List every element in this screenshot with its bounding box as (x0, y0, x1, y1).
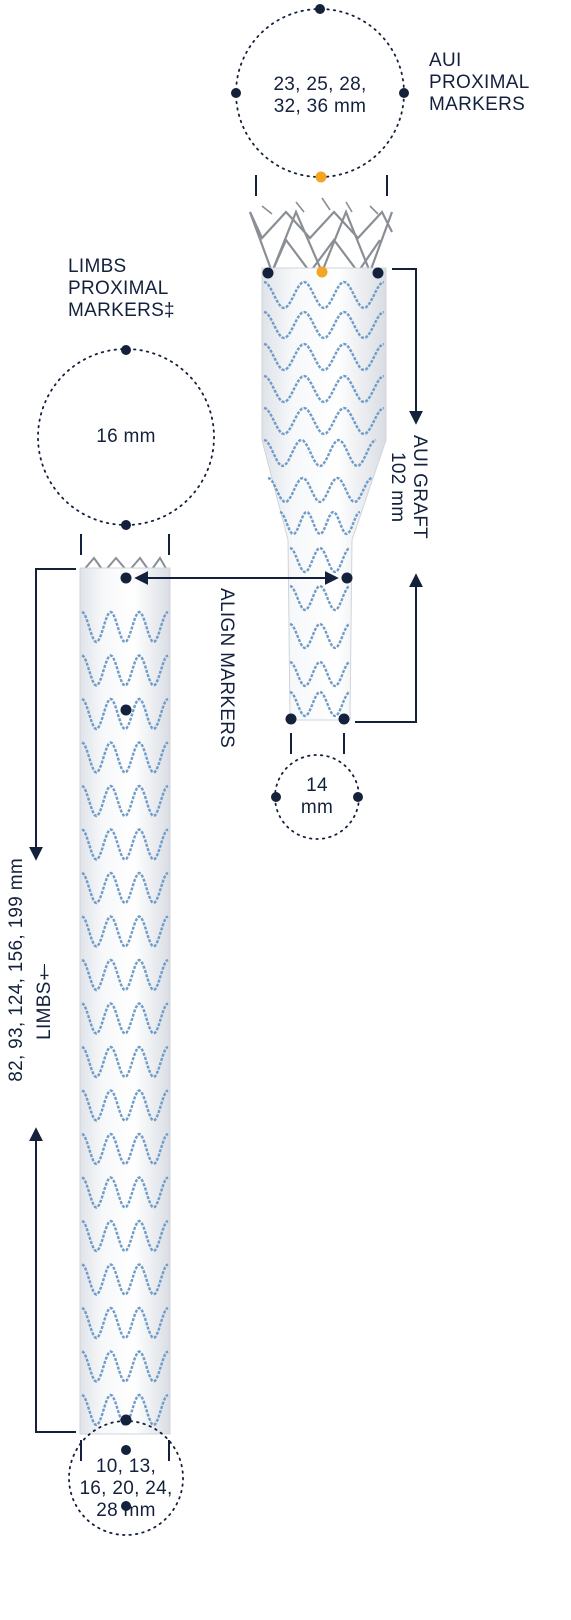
limb-stent-ring (81, 697, 169, 731)
aui-distal-marker-right (338, 713, 350, 725)
aui-distal-circle-marker-right (353, 792, 363, 802)
aui-proximal-markers-title: AUI PROXIMAL MARKERS (429, 50, 530, 116)
limb-stent-ring (81, 828, 169, 861)
limbs-circle-marker-top (121, 345, 131, 355)
aui-graft-bracket-bottom (355, 573, 423, 723)
limbs-proximal-title-line-1: LIMBS (68, 256, 127, 277)
aui-stent-ring (263, 342, 385, 372)
aui-distal-diameter-line-1: 14 (306, 775, 328, 796)
limbs-label: LIMBS† (34, 960, 55, 1040)
limbs-proximal-markers-title: LIMBS PROXIMAL MARKERS‡ (68, 256, 175, 322)
limbs-distal-diameter-line-1: 10, 13, (95, 1456, 157, 1477)
limbs-distal-diameter-line-2: 16, 20, 24, (79, 1478, 173, 1499)
aui-proximal-title-line-3: MARKERS (429, 94, 526, 115)
limb-stent-ring (81, 871, 169, 905)
aui-proximal-diameter-label: 23, 25, 28, 32, 36 mm (255, 74, 385, 118)
limb-stent-ring (81, 1176, 169, 1209)
limb-stent-ring (81, 1306, 169, 1340)
aui-stent-ring (289, 622, 351, 650)
aui-graft-body (248, 197, 394, 721)
aui-circle-marker-left (231, 88, 241, 98)
limb-stent-ring (81, 1132, 169, 1166)
aui-stent-ring (289, 660, 351, 688)
aui-proximal-diameter-line-2: 32, 36 mm (273, 96, 367, 117)
limb-fabric (79, 567, 171, 1435)
limbs-distal-circle-marker-bottom (121, 1501, 131, 1511)
aui-distal-diameter-line-2: mm (300, 797, 334, 818)
aui-graft-length-label: 102 mm (387, 452, 408, 523)
limb-stent-ring (81, 1350, 169, 1383)
limb-mid-marker (120, 704, 132, 716)
aui-proximal-title-line-1: AUI (429, 50, 462, 71)
aui-stent-ring (289, 690, 351, 718)
limbs-distal-circle-marker-top (121, 1445, 131, 1455)
aui-bare-stent-frame (248, 197, 394, 276)
aui-graft-marker-left (262, 267, 274, 279)
limb-align-marker (120, 572, 132, 584)
aui-align-marker (341, 572, 353, 584)
limb-stent-ring (81, 1089, 169, 1122)
limb-stent-ring (81, 784, 169, 818)
aui-distal-diameter-label: 14 mm (292, 775, 342, 819)
limb-stent-ring (81, 741, 169, 774)
limbs-proximal-diameter-label: 16 mm (96, 426, 156, 447)
limb-stent-ring (81, 1002, 169, 1035)
aui-stent-ring (263, 280, 385, 310)
aui-stent-ring (263, 374, 385, 404)
aui-stent-rings (263, 280, 385, 718)
limbs-bracket-bottom (29, 1127, 76, 1433)
limb-stent-ring (81, 958, 169, 992)
aui-proximal-diameter-line-1: 23, 25, 28, (273, 74, 367, 95)
limbs-bracket-top (29, 568, 76, 861)
limb-stent-ring (81, 1219, 169, 1253)
aui-graft-bracket-top (392, 268, 423, 425)
limb-stent-rings (81, 610, 169, 1427)
limb-stent-ring (81, 610, 169, 644)
limb-stent-ring (81, 915, 169, 948)
limb-stent-ring (81, 1263, 169, 1296)
aui-stent-ring (263, 438, 377, 468)
limbs-proximal-title-line-3: MARKERS‡ (68, 300, 175, 321)
limbs-proximal-title-line-2: PROXIMAL (68, 278, 169, 299)
aui-graft-marker-right (372, 267, 384, 279)
aui-stent-ring (289, 584, 351, 612)
limb-graft-body (79, 556, 171, 1435)
limb-stent-ring (81, 1045, 169, 1079)
limbs-length-label: 82, 93, 124, 156, 199 mm (6, 858, 27, 1082)
limb-stent-ring (81, 1393, 169, 1427)
aui-circle-marker-right (399, 88, 409, 98)
aui-stent-ring (279, 510, 361, 536)
aui-proximal-title-line-2: PROXIMAL (429, 72, 530, 93)
limbs-distal-diameter-line-3: 28 mm (96, 1500, 156, 1521)
aui-graft-label: AUI GRAFT (409, 435, 430, 540)
limb-distal-marker (120, 1414, 132, 1426)
aui-stent-ring (267, 476, 373, 504)
aui-distal-circle-marker-left (271, 792, 281, 802)
align-markers-label: ALIGN MARKERS (216, 588, 237, 749)
limbs-circle-marker-bottom (121, 520, 131, 530)
aui-orange-marker-circle (315, 171, 327, 183)
aui-orange-marker-graft (316, 266, 328, 278)
aui-stent-ring (263, 310, 385, 340)
aui-stent-ring (263, 406, 385, 436)
limbs-distal-diameter-label: 10, 13, 16, 20, 24, 28 mm (61, 1456, 191, 1522)
limb-stent-ring (81, 654, 169, 687)
aui-stent-ring (289, 546, 351, 574)
aui-circle-marker-top (315, 4, 325, 14)
aui-distal-marker-left (285, 713, 297, 725)
aui-fabric (261, 267, 387, 721)
